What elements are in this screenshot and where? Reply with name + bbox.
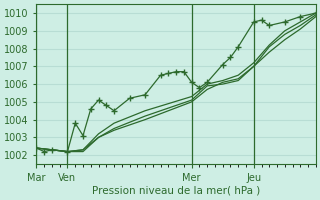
X-axis label: Pression niveau de la mer( hPa ): Pression niveau de la mer( hPa ) bbox=[92, 186, 260, 196]
